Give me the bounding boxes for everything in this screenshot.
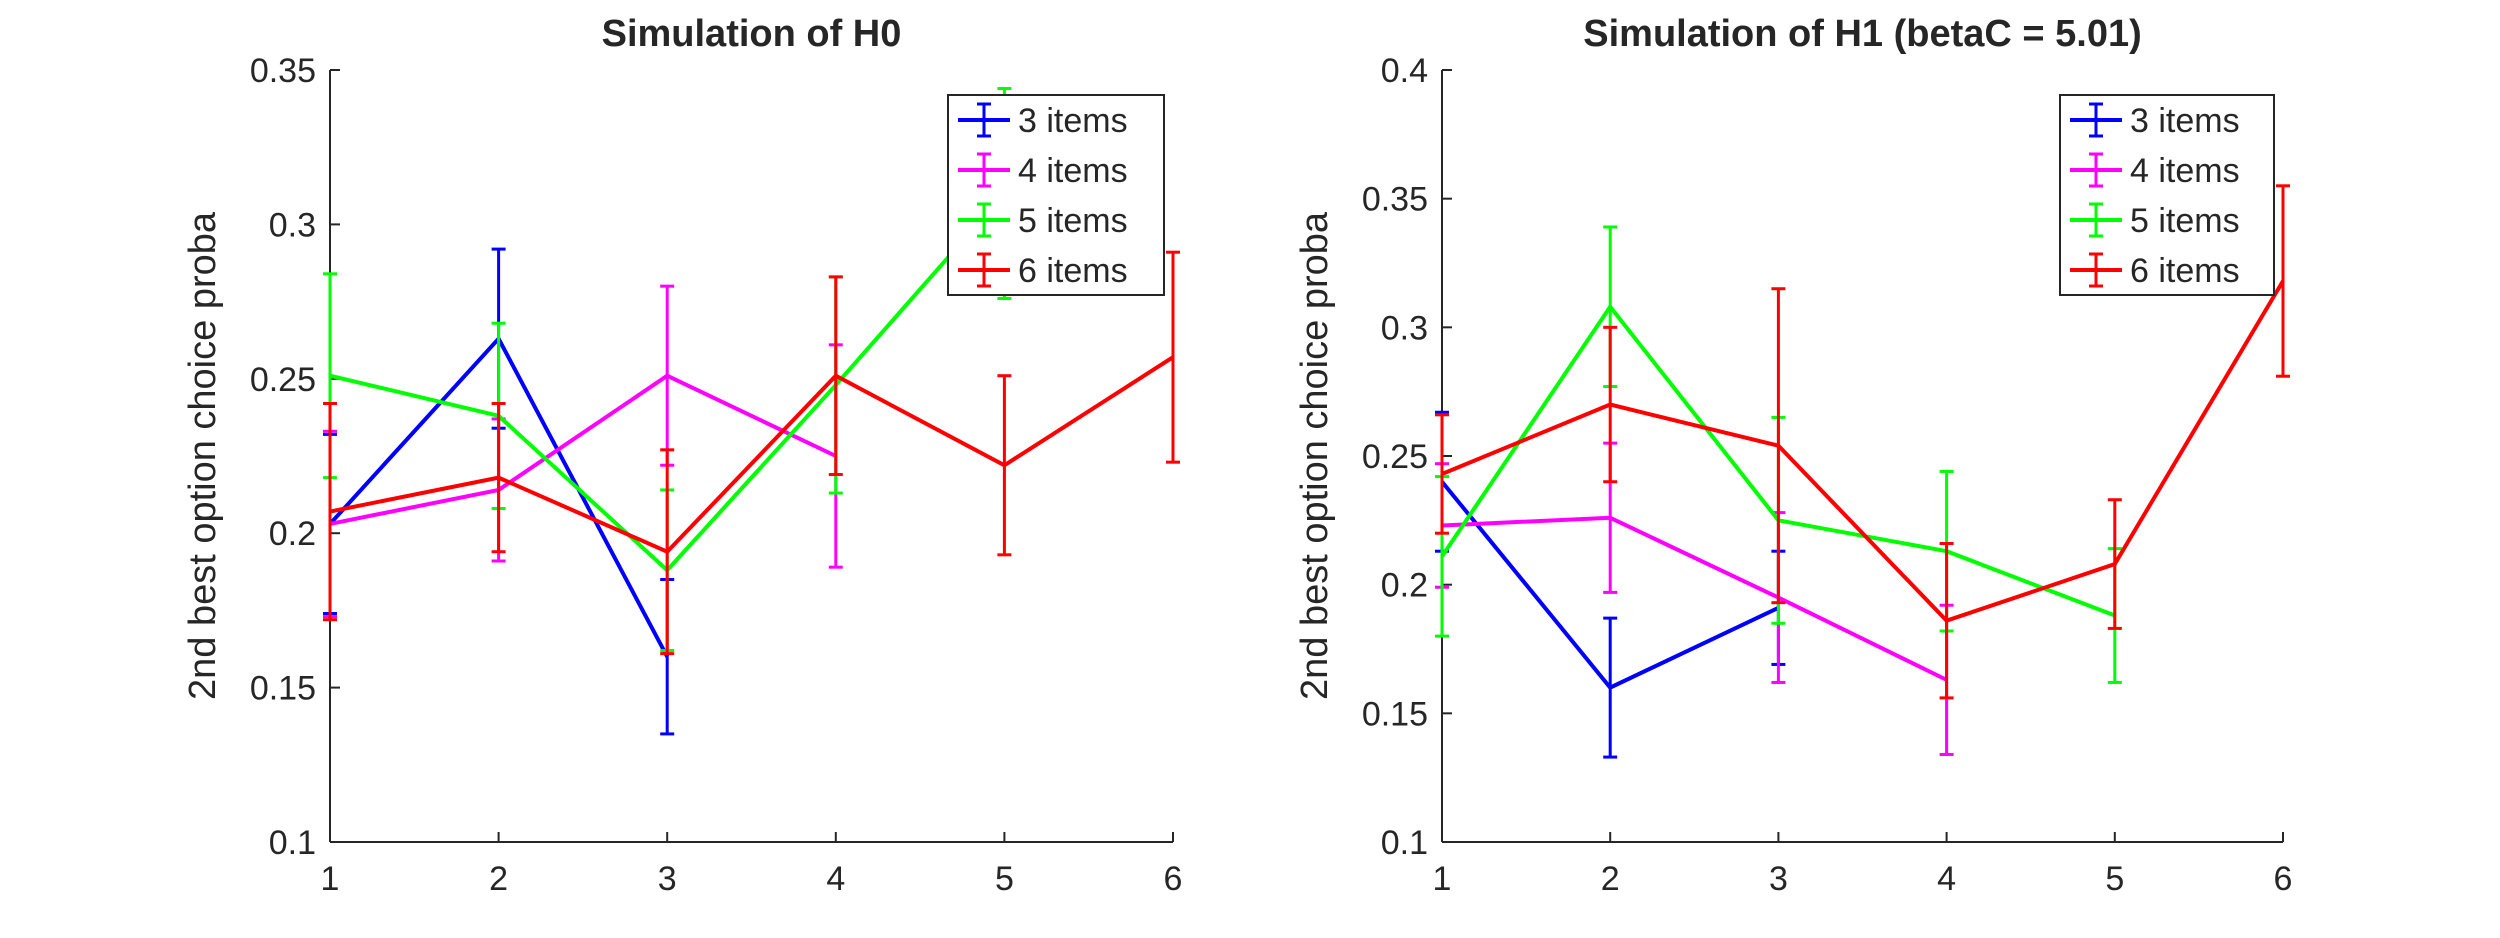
y-tick-label: 0.2 [269,515,316,553]
y-axis-label: 2nd best option choice proba [182,211,224,700]
x-tick-label: 6 [2274,860,2293,898]
y-tick-label: 0.35 [1362,181,1428,219]
error-bar [1939,541,1954,700]
y-tick-label: 0.25 [250,361,316,399]
legend-label: 4 items [2130,152,2240,190]
x-tick-label: 1 [321,860,340,898]
error-bar [2276,184,2290,378]
legend-label: 5 items [2130,202,2240,240]
error-bar [1435,413,1449,535]
y-tick-label: 0.35 [250,52,316,90]
x-tick-label: 4 [1937,860,1956,898]
x-tick-label: 1 [1433,860,1452,898]
error-bar [323,402,337,622]
y-tick-label: 0.25 [1362,438,1428,476]
y-tick-label: 0.4 [1381,52,1428,90]
legend-label: 5 items [1018,202,1128,240]
legend-label: 3 items [1018,102,1128,140]
error-bar [828,275,843,477]
legend-item: 4 items [2070,152,2240,190]
chart-title: Simulation of H0 [602,13,902,55]
x-tick-label: 5 [2105,860,2124,898]
y-tick-label: 0.1 [1381,824,1428,862]
subplot-2: 0.1 0.15 0.2 0.25 0.3 0.35 0.4 1 2 3 4 5 6 2nd best o… [1294,13,2292,898]
series-line [1441,279,2285,623]
y-tick-label: 0.3 [1381,309,1428,347]
subplot-1: 0.1 0.15 0.2 0.25 0.3 0.35 1 2 3 4 5 6 2nd best opti… [182,13,1182,898]
y-tick-label: 0.15 [1362,695,1428,733]
legend-item: 4 items [958,152,1128,190]
y-tick-label: 0.1 [269,824,316,862]
x-tick-label: 3 [1769,860,1788,898]
x-tick-label: 5 [995,860,1014,898]
legend-label: 3 items [2130,102,2240,140]
legend-item: 6 items [958,252,1128,290]
y-axis-label: 2nd best option choice proba [1294,211,1336,700]
error-bar [997,374,1012,557]
legend-item: 5 items [958,202,1128,240]
y-tick-label: 0.2 [1381,567,1428,605]
y-tick-label: 0.3 [269,206,316,244]
error-bar [1166,250,1180,464]
x-tick-label: 4 [826,860,845,898]
x-tick-label: 2 [489,860,508,898]
legend-item: 5 items [2070,202,2240,240]
series-6-items [1435,184,2290,700]
series-line [1441,515,1948,682]
legend: 3 items 4 items 5 items 6 items [2059,94,2275,296]
error-bar [2107,498,2122,630]
x-tick-label: 6 [1164,860,1183,898]
error-bar [1771,287,1786,605]
x-tick-label: 2 [1601,860,1620,898]
error-bar [1603,325,1618,484]
error-bar [660,448,675,656]
legend: 3 items 4 items 5 items 6 items [947,94,1165,296]
series-line [329,355,1175,555]
legend-item: 6 items [2070,252,2240,290]
chart-title: Simulation of H1 (betaC = 5.01) [1583,13,2142,55]
legend-label: 6 items [1018,252,1128,290]
y-tick-label: 0.15 [250,670,316,708]
series-line [329,373,837,526]
legend-item: 3 items [958,102,1128,140]
legend-label: 6 items [2130,252,2240,290]
x-tick-label: 3 [658,860,677,898]
error-bar [491,402,506,554]
legend-label: 4 items [1018,152,1128,190]
error-bar [1603,616,1618,759]
legend-item: 3 items [2070,102,2240,140]
series-6-items [323,250,1180,656]
